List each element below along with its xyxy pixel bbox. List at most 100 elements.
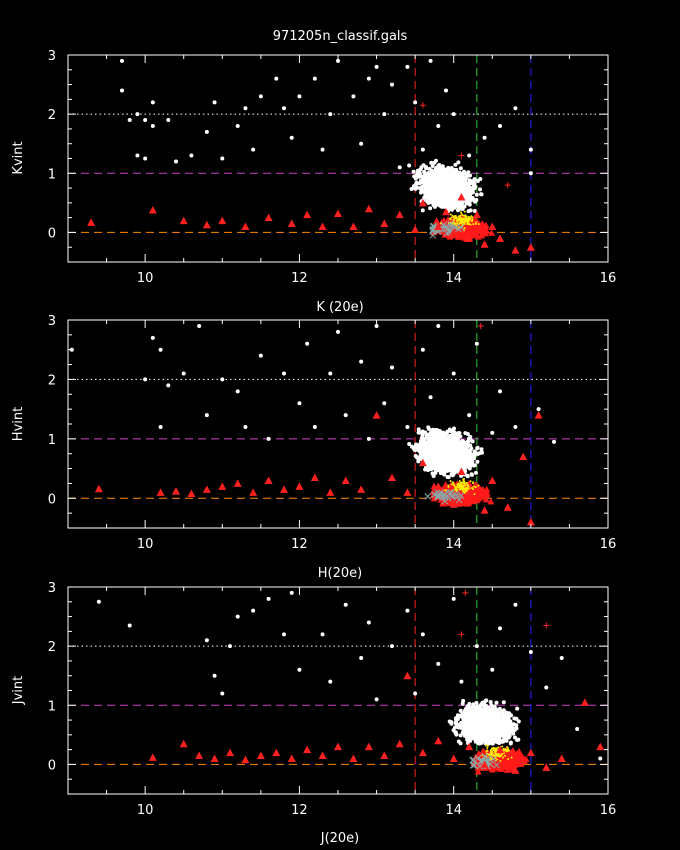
data-point-white bbox=[425, 188, 429, 192]
kvint-panel: 10 12 14 160123 bbox=[48, 49, 617, 286]
data-point-white bbox=[446, 196, 450, 200]
data-point-white bbox=[426, 453, 430, 457]
data-point bbox=[174, 159, 178, 163]
data-point-white bbox=[445, 188, 449, 192]
data-point-white bbox=[461, 460, 465, 464]
data-point-yellow bbox=[473, 493, 475, 495]
data-point-white bbox=[464, 190, 468, 194]
data-point bbox=[344, 413, 348, 417]
data-point-yellow bbox=[464, 482, 466, 484]
data-point-yellow bbox=[470, 480, 472, 482]
data-point-white bbox=[461, 440, 465, 444]
data-point-yellow bbox=[447, 485, 449, 487]
data-point-white bbox=[472, 457, 476, 461]
data-point-white bbox=[421, 174, 425, 178]
data-point-white bbox=[467, 459, 471, 463]
data-point bbox=[128, 118, 132, 122]
plot-area bbox=[68, 587, 608, 794]
data-point-triangle bbox=[288, 220, 296, 228]
data-point bbox=[382, 112, 386, 116]
data-point-triangle bbox=[203, 221, 211, 229]
data-point bbox=[429, 59, 433, 63]
data-point-triangle bbox=[380, 220, 388, 228]
data-point-white bbox=[440, 193, 444, 197]
data-point-yellow bbox=[462, 491, 464, 493]
data-point bbox=[197, 324, 201, 328]
data-point-yellow bbox=[475, 486, 477, 488]
data-point bbox=[220, 157, 224, 161]
data-point-white bbox=[424, 446, 428, 450]
data-point-white bbox=[407, 164, 411, 168]
data-point-yellow bbox=[467, 221, 469, 223]
data-point-plus bbox=[505, 182, 511, 188]
data-point-yellow bbox=[459, 480, 461, 482]
data-point-white bbox=[474, 471, 478, 475]
data-point bbox=[359, 142, 363, 146]
data-point bbox=[405, 425, 409, 429]
data-point bbox=[236, 389, 240, 393]
data-point-white bbox=[473, 177, 477, 181]
data-point-yellow bbox=[465, 490, 467, 492]
data-point bbox=[444, 437, 448, 441]
data-point-white bbox=[455, 452, 459, 456]
data-point-white bbox=[454, 460, 458, 464]
data-point-triangle bbox=[218, 217, 226, 225]
data-point-white bbox=[442, 473, 446, 477]
data-point bbox=[159, 348, 163, 352]
data-point-triangle bbox=[180, 217, 188, 225]
data-point-triangle bbox=[481, 506, 489, 514]
data-point bbox=[143, 118, 147, 122]
data-point bbox=[259, 94, 263, 98]
data-point-white bbox=[438, 204, 442, 208]
data-point-yellow bbox=[463, 480, 465, 482]
data-point-white bbox=[417, 181, 421, 185]
data-point-white bbox=[451, 429, 455, 433]
data-point-yellow bbox=[475, 222, 477, 224]
data-point-white bbox=[470, 473, 474, 477]
data-point bbox=[467, 154, 471, 158]
data-point-white bbox=[436, 198, 440, 202]
data-point-white bbox=[423, 184, 427, 188]
data-point-white bbox=[469, 208, 473, 212]
data-point-yellow bbox=[450, 480, 452, 482]
data-point-white bbox=[478, 177, 482, 181]
data-point-white bbox=[412, 170, 416, 174]
data-point-yellow bbox=[453, 219, 455, 221]
data-point-triangle bbox=[326, 488, 334, 496]
data-point-white bbox=[446, 475, 450, 479]
data-point-triangle bbox=[396, 211, 404, 219]
data-point bbox=[151, 124, 155, 128]
data-point-yellow bbox=[451, 216, 453, 218]
data-point-yellow bbox=[472, 481, 474, 483]
data-point bbox=[213, 100, 217, 104]
data-point-yellow bbox=[451, 483, 453, 485]
data-point-white bbox=[453, 184, 457, 188]
data-point-yellow bbox=[470, 224, 472, 226]
data-point-yellow bbox=[464, 484, 466, 486]
data-point-triangle bbox=[95, 485, 103, 493]
data-point-white bbox=[451, 443, 455, 447]
data-point-white bbox=[475, 446, 479, 450]
data-point-yellow bbox=[478, 223, 480, 225]
data-point-white bbox=[468, 203, 472, 207]
y-tick-label: 0 bbox=[48, 226, 56, 241]
data-point-white bbox=[465, 196, 469, 200]
data-point-yellow bbox=[458, 483, 460, 485]
data-point-triangle bbox=[527, 243, 535, 251]
data-point-white bbox=[428, 194, 432, 198]
x-tick-label: 12 bbox=[291, 271, 308, 286]
data-point-triangle bbox=[411, 225, 419, 233]
data-point-triangle bbox=[280, 485, 288, 493]
data-point-white bbox=[444, 448, 448, 452]
data-point bbox=[328, 371, 332, 375]
data-point-white bbox=[451, 432, 455, 436]
plot-area bbox=[68, 55, 608, 262]
data-point-white bbox=[412, 174, 416, 178]
data-point bbox=[367, 77, 371, 81]
data-point-triangle bbox=[218, 482, 226, 490]
data-point bbox=[552, 440, 556, 444]
data-point bbox=[135, 154, 139, 158]
data-point bbox=[328, 112, 332, 116]
data-point-white bbox=[455, 439, 459, 443]
data-point-white bbox=[458, 455, 462, 459]
